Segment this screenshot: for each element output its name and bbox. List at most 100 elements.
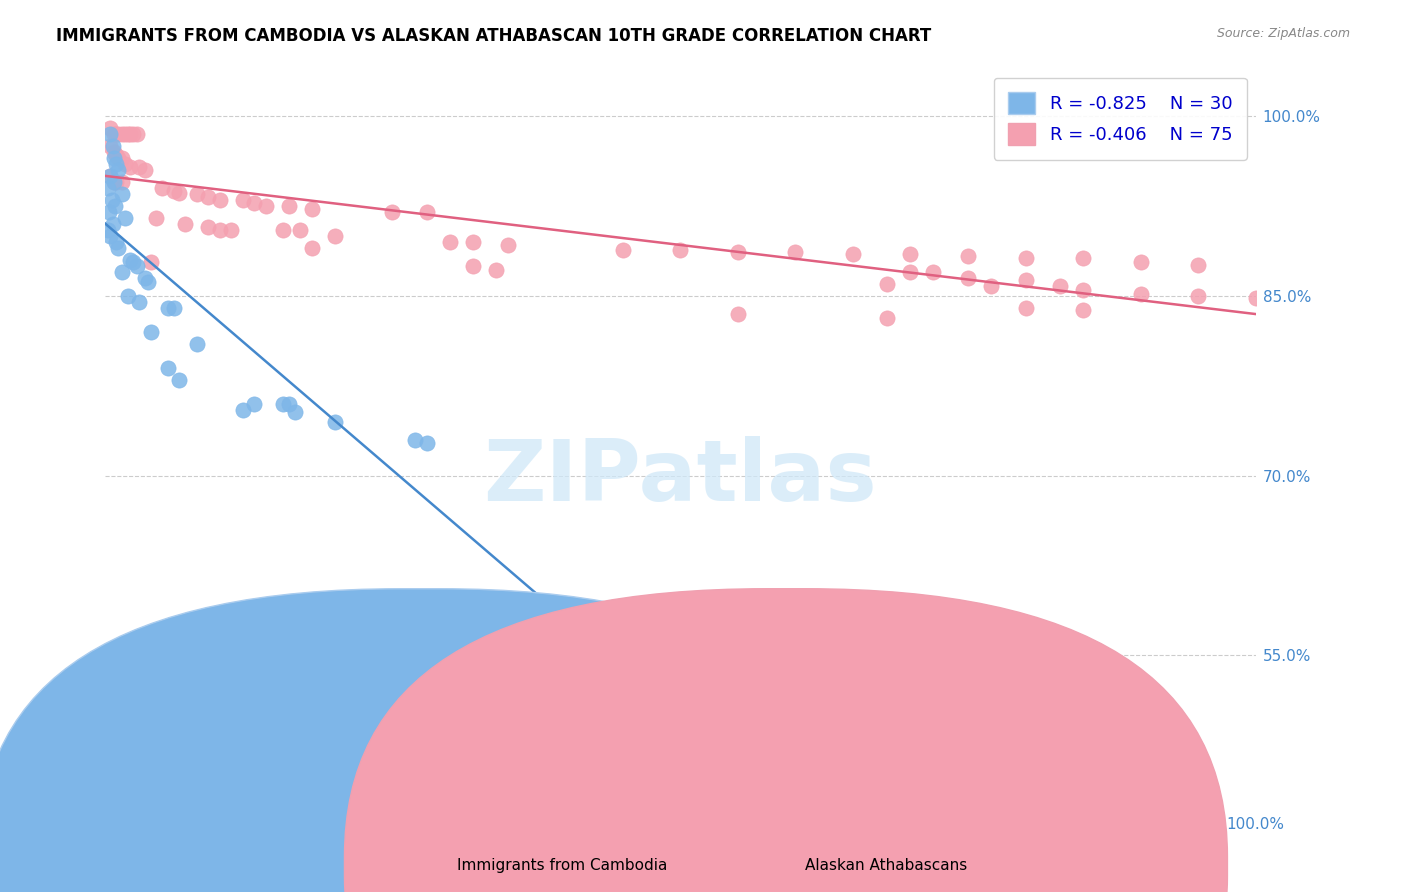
Point [134, 163, 156, 178]
Point [156, 360, 179, 375]
Point [103, 128, 125, 142]
Point [118, 160, 141, 174]
Point [785, 244, 807, 259]
Point [114, 128, 136, 142]
Point [876, 310, 898, 325]
Point [114, 157, 136, 171]
Point [105, 157, 128, 171]
Point [271, 223, 294, 237]
Point [381, 205, 404, 219]
Point [111, 187, 134, 202]
Point [271, 397, 294, 411]
Point [100, 139, 122, 153]
Point [107, 151, 129, 165]
Point [277, 397, 299, 411]
Point [416, 436, 439, 450]
Point [733, 738, 755, 752]
Point [232, 193, 254, 207]
Point [243, 397, 266, 411]
Point [290, 223, 312, 237]
Point [138, 275, 160, 289]
Point [100, 193, 122, 207]
Point [105, 175, 128, 189]
Point [1187, 258, 1209, 272]
Point [956, 250, 979, 264]
Point [186, 187, 208, 202]
Point [323, 229, 346, 244]
Point [103, 151, 125, 165]
Point [277, 199, 299, 213]
Point [117, 289, 139, 303]
Point [922, 265, 945, 279]
Point [416, 205, 439, 219]
Point [1014, 301, 1036, 315]
Point [485, 262, 508, 277]
Point [842, 247, 865, 261]
Point [111, 151, 134, 165]
Point [163, 301, 186, 315]
Point [1014, 273, 1036, 287]
Point [125, 128, 148, 142]
Point [980, 279, 1002, 293]
Point [197, 219, 219, 234]
Point [169, 186, 191, 200]
Point [208, 223, 231, 237]
Point [900, 247, 922, 261]
Point [1129, 255, 1152, 269]
Point [208, 193, 231, 207]
Point [125, 259, 148, 273]
Point [114, 211, 136, 226]
Point [117, 128, 139, 142]
Point [111, 128, 134, 142]
Point [118, 253, 141, 268]
Text: 0.0%: 0.0% [86, 817, 124, 832]
Point [404, 433, 426, 447]
Text: Source: ZipAtlas.com: Source: ZipAtlas.com [1216, 27, 1350, 40]
Point [122, 128, 145, 142]
Point [221, 223, 243, 237]
Point [103, 175, 125, 189]
Point [301, 202, 323, 216]
Point [163, 184, 186, 198]
Point [100, 169, 122, 184]
Point [727, 307, 749, 321]
Point [1071, 251, 1094, 265]
Point [105, 147, 128, 161]
Point [243, 195, 266, 210]
Point [100, 229, 122, 244]
Point [139, 325, 162, 339]
Point [145, 211, 167, 226]
Point [107, 128, 129, 142]
Point [197, 189, 219, 203]
Point [496, 237, 519, 252]
Point [461, 259, 484, 273]
Point [186, 337, 208, 351]
Point [612, 244, 634, 258]
Point [105, 128, 128, 142]
Point [461, 235, 484, 249]
Point [323, 415, 346, 429]
Point [118, 128, 141, 142]
Point [107, 163, 129, 178]
Point [101, 217, 124, 231]
Point [98, 205, 121, 219]
Point [956, 271, 979, 285]
Text: 100.0%: 100.0% [1227, 817, 1285, 832]
Point [439, 235, 461, 249]
Point [876, 277, 898, 291]
Text: ZIPatlas: ZIPatlas [484, 436, 877, 519]
Point [104, 199, 127, 213]
Point [122, 255, 145, 269]
Point [669, 244, 692, 258]
Point [301, 241, 323, 255]
Point [727, 244, 749, 259]
Point [139, 255, 162, 269]
Text: Alaskan Athabascans: Alaskan Athabascans [804, 858, 967, 872]
Point [1187, 289, 1209, 303]
Point [97, 223, 120, 237]
Point [103, 175, 125, 189]
Point [150, 181, 173, 195]
Point [703, 731, 725, 746]
Point [111, 265, 134, 279]
Point [103, 145, 125, 160]
